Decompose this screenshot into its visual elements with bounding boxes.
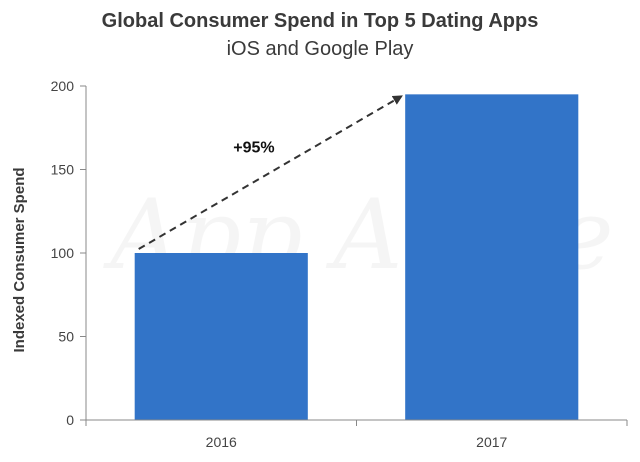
y-tick-label: 150 — [51, 162, 75, 178]
bar-2016 — [134, 253, 308, 420]
y-tick-label: 200 — [51, 78, 75, 94]
y-tick-label: 50 — [58, 329, 74, 345]
y-tick-label: 100 — [51, 245, 75, 261]
x-tick-label: 2016 — [206, 434, 237, 450]
growth-arrow — [138, 95, 403, 250]
growth-annotation-label: +95% — [233, 140, 274, 157]
chart-subtitle: iOS and Google Play — [226, 38, 414, 60]
chart-title: Global Consumer Spend in Top 5 Dating Ap… — [101, 10, 539, 32]
x-tick-label: 2017 — [476, 434, 507, 450]
bar-2017 — [405, 94, 579, 420]
y-tick-label: 0 — [66, 412, 74, 428]
y-axis-label: Indexed Consumer Spend — [11, 167, 28, 352]
